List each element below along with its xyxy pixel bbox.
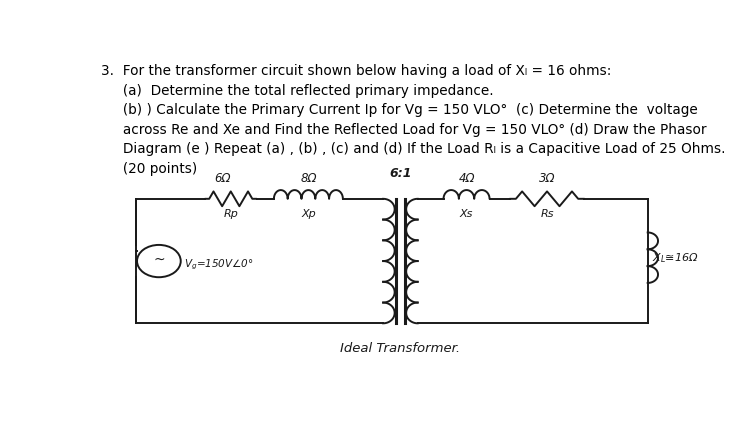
Text: Xp: Xp: [301, 209, 316, 219]
Text: Xs: Xs: [460, 209, 473, 219]
Text: $V_g$=150V$\angle$0°: $V_g$=150V$\angle$0°: [183, 257, 253, 272]
Text: 8Ω: 8Ω: [301, 172, 317, 185]
Text: 4Ω: 4Ω: [459, 172, 475, 185]
Text: ~: ~: [153, 253, 165, 267]
Text: (a)  Determine the total reflected primary impedance.: (a) Determine the total reflected primar…: [102, 84, 494, 98]
Text: 6Ω: 6Ω: [214, 172, 230, 185]
Text: (20 points): (20 points): [102, 162, 197, 176]
Text: $X_L$≅16Ω: $X_L$≅16Ω: [652, 251, 699, 264]
Text: Rs: Rs: [540, 209, 554, 219]
Text: across Re and Xe and Find the Reflected Load for Vg = 150 VLO° (d) Draw the Phas: across Re and Xe and Find the Reflected …: [102, 123, 707, 137]
Text: Ideal Transformer.: Ideal Transformer.: [341, 342, 461, 355]
Text: Rp: Rp: [223, 209, 238, 219]
Text: 3Ω: 3Ω: [539, 172, 555, 185]
Text: Diagram (e ) Repeat (a) , (b) , (c) and (d) If the Load Rₗ is a Capacitive Load : Diagram (e ) Repeat (a) , (b) , (c) and …: [102, 142, 726, 156]
Text: (b) ) Calculate the Primary Current Ip for Vg = 150 VLO°  (c) Determine the  vol: (b) ) Calculate the Primary Current Ip f…: [102, 103, 698, 117]
Text: 6:1: 6:1: [389, 167, 412, 180]
Text: 3.  For the transformer circuit shown below having a load of Xₗ = 16 ohms:: 3. For the transformer circuit shown bel…: [102, 64, 611, 78]
